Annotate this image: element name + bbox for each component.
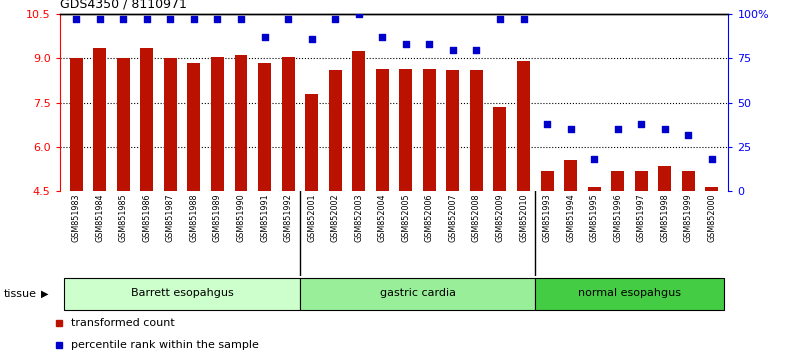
Point: [400, 41, 412, 47]
Text: GSM851987: GSM851987: [166, 194, 175, 242]
Bar: [164, 58, 177, 191]
Bar: [235, 56, 248, 191]
Point: [70, 17, 83, 22]
Text: GSM851995: GSM851995: [590, 194, 599, 242]
Text: normal esopahgus: normal esopahgus: [578, 288, 681, 298]
Point: [93, 17, 106, 22]
Text: GDS4350 / 8110971: GDS4350 / 8110971: [60, 0, 186, 11]
Text: GSM852008: GSM852008: [472, 194, 481, 242]
Bar: [517, 61, 530, 191]
Bar: [117, 58, 130, 191]
Bar: [682, 171, 695, 191]
Point: [353, 11, 365, 17]
Text: GSM851989: GSM851989: [213, 194, 222, 242]
Text: GSM851991: GSM851991: [260, 194, 269, 242]
Text: GSM851992: GSM851992: [283, 194, 293, 242]
Text: GSM852009: GSM852009: [495, 194, 505, 242]
Bar: [329, 70, 341, 191]
Text: GSM852004: GSM852004: [378, 194, 387, 242]
Bar: [305, 94, 318, 191]
Point: [470, 47, 483, 52]
Point: [517, 17, 530, 22]
Point: [705, 156, 718, 162]
Bar: [282, 57, 295, 191]
Text: GSM852006: GSM852006: [425, 194, 434, 242]
Point: [635, 121, 648, 127]
Bar: [494, 107, 506, 191]
Bar: [658, 166, 671, 191]
Point: [564, 126, 577, 132]
Bar: [423, 69, 436, 191]
Text: GSM851999: GSM851999: [684, 194, 693, 242]
Bar: [564, 160, 577, 191]
Text: GSM852001: GSM852001: [307, 194, 316, 242]
Point: [658, 126, 671, 132]
Bar: [187, 63, 201, 191]
Point: [494, 17, 506, 22]
Point: [587, 156, 600, 162]
Text: GSM852010: GSM852010: [519, 194, 528, 242]
Point: [282, 17, 295, 22]
Point: [376, 34, 388, 40]
Point: [140, 17, 153, 22]
Point: [423, 41, 435, 47]
Text: GSM851985: GSM851985: [119, 194, 128, 242]
FancyBboxPatch shape: [300, 278, 535, 310]
Point: [447, 47, 459, 52]
Text: GSM851993: GSM851993: [543, 194, 552, 242]
Text: GSM852002: GSM852002: [330, 194, 340, 242]
Point: [611, 126, 624, 132]
Bar: [93, 48, 106, 191]
Point: [329, 17, 341, 22]
Bar: [540, 171, 553, 191]
Text: GSM851998: GSM851998: [660, 194, 669, 242]
Bar: [70, 58, 83, 191]
Text: GSM851990: GSM851990: [236, 194, 245, 242]
Text: GSM852003: GSM852003: [354, 194, 363, 242]
Bar: [611, 171, 624, 191]
Text: GSM851994: GSM851994: [566, 194, 575, 242]
Text: ▶: ▶: [41, 289, 49, 299]
Point: [188, 17, 201, 22]
Text: transformed count: transformed count: [71, 318, 174, 329]
Point: [682, 132, 695, 137]
Text: GSM851986: GSM851986: [142, 194, 151, 242]
Text: GSM851996: GSM851996: [613, 194, 622, 242]
FancyBboxPatch shape: [64, 278, 300, 310]
Bar: [705, 187, 718, 191]
Bar: [400, 69, 412, 191]
Text: percentile rank within the sample: percentile rank within the sample: [71, 339, 259, 350]
Bar: [470, 70, 483, 191]
Bar: [211, 57, 224, 191]
Point: [164, 17, 177, 22]
Point: [258, 34, 271, 40]
Text: GSM852000: GSM852000: [708, 194, 716, 242]
Text: GSM851984: GSM851984: [96, 194, 104, 242]
Text: GSM851988: GSM851988: [189, 194, 198, 242]
Text: GSM852007: GSM852007: [448, 194, 458, 242]
Point: [211, 17, 224, 22]
Point: [305, 36, 318, 42]
Text: tissue: tissue: [4, 289, 37, 299]
Bar: [634, 171, 648, 191]
Text: GSM851997: GSM851997: [637, 194, 646, 242]
Point: [235, 17, 248, 22]
Bar: [447, 70, 459, 191]
Text: gastric cardia: gastric cardia: [380, 288, 455, 298]
Bar: [587, 187, 601, 191]
Point: [540, 121, 553, 127]
Point: [117, 17, 130, 22]
Bar: [352, 51, 365, 191]
Bar: [376, 69, 388, 191]
Text: GSM852005: GSM852005: [401, 194, 410, 242]
Bar: [258, 63, 271, 191]
Text: GSM851983: GSM851983: [72, 194, 80, 242]
Bar: [140, 48, 154, 191]
FancyBboxPatch shape: [535, 278, 724, 310]
Text: Barrett esopahgus: Barrett esopahgus: [131, 288, 233, 298]
